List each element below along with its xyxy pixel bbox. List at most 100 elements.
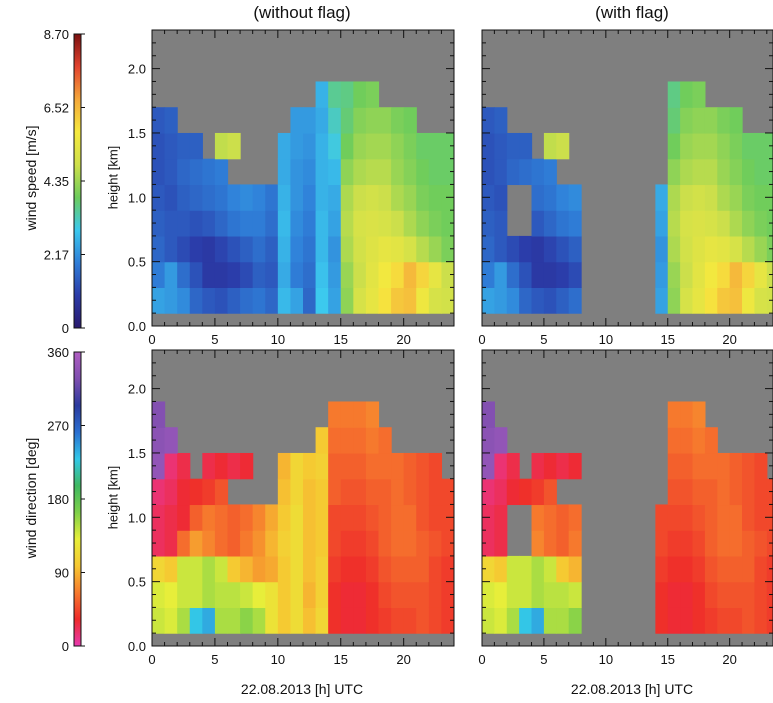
heatmap-cell	[692, 158, 706, 186]
heatmap-cell	[265, 287, 279, 314]
heatmap-cell	[177, 555, 191, 583]
heatmap-cell	[416, 158, 430, 186]
heatmap-cell	[353, 530, 367, 557]
heatmap-cell	[494, 530, 508, 557]
heatmap-cell	[152, 530, 166, 557]
heatmap-cell	[543, 158, 557, 186]
heatmap-cell	[353, 235, 367, 263]
heatmap-panel-2: 0 5 10 15 20	[478, 29, 773, 347]
heatmap-cell	[202, 158, 216, 186]
x-tick-label: 15	[334, 652, 348, 667]
heatmap-cell	[482, 401, 495, 428]
heatmap-cell	[365, 581, 380, 608]
heatmap-cell	[328, 478, 342, 506]
heatmap-cell	[202, 287, 216, 314]
heatmap-cell	[766, 287, 773, 314]
heatmap-cell	[428, 235, 443, 263]
heatmap-cell	[164, 184, 178, 211]
heatmap-cell	[315, 81, 329, 108]
heatmap-cell	[766, 158, 773, 186]
heatmap-cell	[378, 261, 392, 288]
heatmap-cell	[164, 132, 178, 160]
heatmap-cell	[403, 504, 417, 531]
heatmap-cell	[164, 555, 178, 583]
heatmap-cell	[340, 401, 354, 428]
heatmap-cell	[717, 555, 731, 583]
heatmap-cell	[252, 210, 266, 237]
heatmap-cell	[667, 555, 681, 583]
x-tick-label: 10	[271, 332, 285, 347]
heatmap-cell	[531, 235, 545, 263]
heatmap-cell	[365, 287, 380, 314]
heatmap-cell	[729, 235, 743, 263]
heatmap-panel-4: 0 5 10 15 20	[478, 349, 773, 667]
heatmap-cell	[240, 504, 254, 531]
heatmap-cell	[556, 261, 570, 288]
heatmap-cell	[391, 184, 405, 211]
y-tick-label: 0.5	[128, 575, 146, 590]
heatmap-cell	[704, 607, 718, 634]
heatmap-cell	[189, 581, 203, 608]
heatmap-cell	[494, 261, 508, 288]
heatmap-cell	[315, 235, 329, 263]
heatmap-cell	[315, 478, 329, 506]
heatmap-cell	[152, 235, 166, 263]
heatmap-cell	[717, 158, 731, 186]
heatmap-cell	[328, 504, 342, 531]
heatmap-cell	[680, 261, 694, 288]
heatmap-cell	[441, 235, 454, 263]
heatmap-cell	[202, 530, 216, 557]
heatmap-cell	[202, 184, 216, 211]
heatmap-cell	[340, 107, 354, 134]
heatmap-cell	[717, 452, 731, 480]
heatmap-cell	[202, 504, 216, 531]
heatmap-cell	[556, 581, 570, 608]
heatmap-cell	[754, 210, 768, 237]
heatmap-cell	[290, 287, 304, 314]
heatmap-cell	[519, 132, 533, 160]
heatmap-cell	[391, 287, 405, 314]
heatmap-cell	[416, 132, 430, 160]
heatmap-cell	[729, 581, 743, 608]
heatmap-cell	[742, 555, 756, 583]
heatmap-cell	[290, 261, 304, 288]
heatmap-cell	[315, 158, 329, 186]
heatmap-cell	[680, 235, 694, 263]
heatmap-cell	[202, 235, 216, 263]
heatmap-cell	[391, 235, 405, 263]
heatmap-cell	[353, 184, 367, 211]
plot-frame	[481, 29, 773, 327]
heatmap-cell	[531, 504, 545, 531]
heatmap-cell	[277, 235, 292, 263]
heatmap-cell	[543, 555, 557, 583]
heatmap-cell	[556, 452, 570, 480]
heatmap-cell	[531, 158, 545, 186]
heatmap-cell	[152, 478, 166, 506]
heatmap-cell	[152, 132, 166, 160]
heatmap-cell	[717, 504, 731, 531]
heatmap-cell	[494, 478, 508, 506]
heatmap-cell	[742, 607, 756, 634]
heatmap-cell	[482, 158, 495, 186]
heatmap-cell	[482, 184, 495, 211]
heatmap-cell	[680, 401, 694, 428]
heatmap-cell	[766, 555, 773, 583]
heatmap-cell	[152, 427, 166, 454]
heatmap-cell	[441, 607, 454, 634]
heatmap-cell	[365, 184, 380, 211]
heatmap-cell	[303, 607, 317, 634]
heatmap-cell	[265, 581, 279, 608]
heatmap-cell	[692, 261, 706, 288]
heatmap-cell	[667, 107, 681, 134]
heatmap-cell	[428, 478, 443, 506]
heatmap-cell	[568, 555, 582, 583]
heatmap-cell	[704, 427, 718, 454]
heatmap-cell	[189, 235, 203, 263]
heatmap-cells	[152, 401, 454, 634]
heatmap-cell	[177, 607, 191, 634]
heatmap-cell	[290, 478, 304, 506]
heatmap-cell	[189, 158, 203, 186]
heatmap-cell	[667, 287, 681, 314]
heatmap-cell	[328, 107, 342, 134]
heatmap-cell	[692, 107, 706, 134]
